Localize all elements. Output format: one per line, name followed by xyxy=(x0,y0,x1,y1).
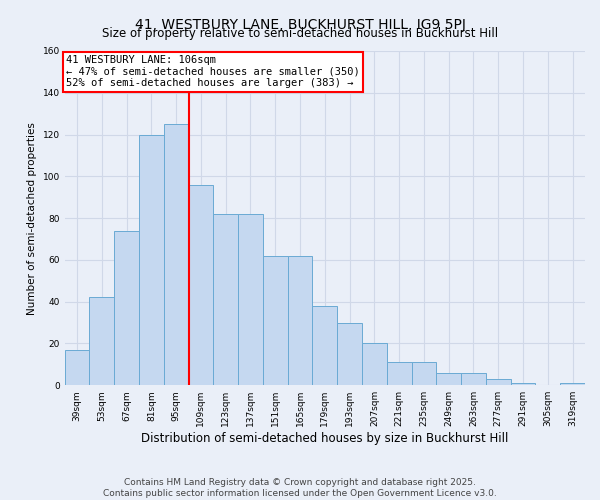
Bar xyxy=(164,124,188,385)
X-axis label: Distribution of semi-detached houses by size in Buckhurst Hill: Distribution of semi-detached houses by … xyxy=(141,432,509,445)
Bar xyxy=(139,134,164,385)
Bar xyxy=(89,298,114,385)
Bar xyxy=(65,350,89,385)
Bar xyxy=(214,214,238,385)
Text: Contains HM Land Registry data © Crown copyright and database right 2025.
Contai: Contains HM Land Registry data © Crown c… xyxy=(103,478,497,498)
Bar xyxy=(511,383,535,385)
Y-axis label: Number of semi-detached properties: Number of semi-detached properties xyxy=(27,122,37,314)
Bar xyxy=(387,362,412,385)
Bar xyxy=(362,344,387,385)
Bar xyxy=(560,383,585,385)
Bar xyxy=(461,372,486,385)
Bar xyxy=(412,362,436,385)
Bar xyxy=(313,306,337,385)
Text: Size of property relative to semi-detached houses in Buckhurst Hill: Size of property relative to semi-detach… xyxy=(102,28,498,40)
Bar xyxy=(114,230,139,385)
Bar xyxy=(188,184,214,385)
Bar xyxy=(337,322,362,385)
Bar xyxy=(238,214,263,385)
Text: 41, WESTBURY LANE, BUCKHURST HILL, IG9 5PJ: 41, WESTBURY LANE, BUCKHURST HILL, IG9 5… xyxy=(134,18,466,32)
Bar xyxy=(263,256,287,385)
Bar xyxy=(436,372,461,385)
Bar xyxy=(486,379,511,385)
Bar xyxy=(287,256,313,385)
Text: 41 WESTBURY LANE: 106sqm
← 47% of semi-detached houses are smaller (350)
52% of : 41 WESTBURY LANE: 106sqm ← 47% of semi-d… xyxy=(66,55,359,88)
